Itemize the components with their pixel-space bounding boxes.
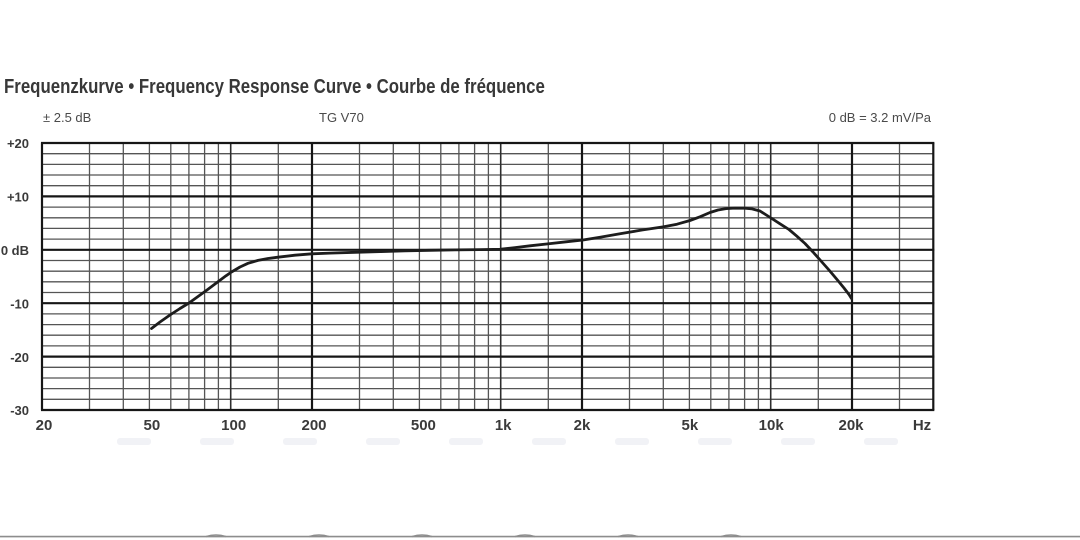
svg-text:+20: +20: [7, 136, 29, 151]
svg-text:10k: 10k: [759, 417, 785, 434]
svg-text:50: 50: [144, 417, 161, 434]
svg-text:20k: 20k: [838, 417, 864, 434]
svg-text:100: 100: [221, 417, 246, 434]
svg-text:20: 20: [36, 417, 53, 434]
svg-text:-30: -30: [10, 403, 29, 418]
svg-text:200: 200: [301, 417, 326, 434]
svg-text:500: 500: [411, 417, 436, 434]
svg-text:0 dB: 0 dB: [1, 243, 29, 258]
svg-text:Hz: Hz: [913, 417, 931, 434]
svg-text:-20: -20: [10, 350, 29, 365]
svg-text:5k: 5k: [682, 417, 699, 434]
svg-text:1k: 1k: [495, 417, 512, 434]
svg-text:+10: +10: [7, 190, 29, 205]
svg-text:-10: -10: [10, 296, 29, 311]
svg-text:2k: 2k: [574, 417, 591, 434]
